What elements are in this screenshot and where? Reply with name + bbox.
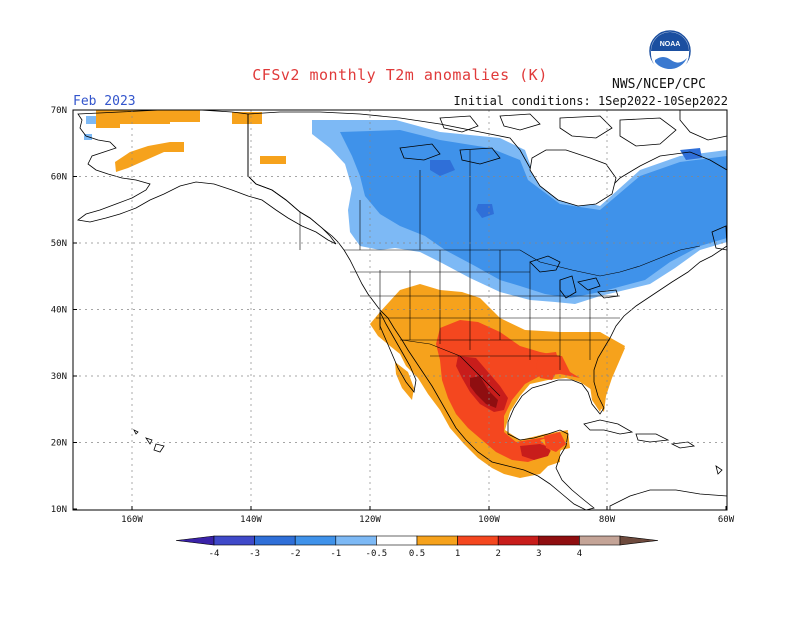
colorbar-swatch xyxy=(457,535,499,546)
lon-label: 80W xyxy=(599,515,616,525)
colorbar-tick-label: 4 xyxy=(577,549,582,559)
colorbar-arrow-low xyxy=(175,535,215,546)
lat-label: 40N xyxy=(51,306,67,316)
chart-title: CFSv2 monthly T2m anomalies (K) xyxy=(252,66,548,84)
southeast-warm xyxy=(560,332,625,412)
colorbar-tick-label: -2 xyxy=(290,549,301,559)
logo-text: NOAA xyxy=(660,41,681,48)
lon-label: 160W xyxy=(121,515,143,525)
colorbar-tick-label: -3 xyxy=(249,549,260,559)
colorbar-swatch xyxy=(416,535,458,546)
lon-label: 60W xyxy=(718,515,735,525)
central-america-warm xyxy=(544,432,566,452)
mexico-core-hot xyxy=(470,376,498,408)
colorbar-swatch xyxy=(579,535,621,546)
alaska-warm-north xyxy=(232,112,262,124)
colorbar-tick-label: -4 xyxy=(209,549,220,559)
lon-label: 140W xyxy=(240,515,262,525)
alaska-warm-west xyxy=(115,142,184,172)
agency-label: NWS/NCEP/CPC xyxy=(612,77,706,92)
noaa-logo: NOAA xyxy=(649,30,691,72)
colorbar-swatch xyxy=(294,535,337,546)
alaska-warm-north xyxy=(96,110,200,128)
lat-label: 50N xyxy=(51,239,67,249)
canada-cool-core xyxy=(680,148,702,160)
map-layer xyxy=(73,110,727,510)
longitude-labels: 160W 140W 120W 100W 80W 60W xyxy=(121,506,735,525)
canada-cool-core xyxy=(430,160,455,176)
colorbar-tick-label: 0.5 xyxy=(409,549,425,559)
colorbar-tick-label: -0.5 xyxy=(366,549,388,559)
lat-label: 30N xyxy=(51,372,67,382)
colorbar-swatch xyxy=(376,535,418,546)
lat-label: 60N xyxy=(51,173,67,183)
colorbar-swatch xyxy=(335,535,377,546)
colorbar-swatch xyxy=(538,535,580,546)
gulf-coast-warm xyxy=(536,352,560,380)
lat-label: 10N xyxy=(51,505,67,515)
colorbar-tick-label: -1 xyxy=(330,549,341,559)
colorbar-tick-label: 1 xyxy=(455,549,460,559)
colorbar: -4 -3 -2 -1 -0.5 0.5 1 2 3 4 xyxy=(175,535,659,559)
colorbar-swatch xyxy=(497,535,540,546)
lon-label: 100W xyxy=(478,515,500,525)
colorbar-swatch xyxy=(254,535,296,546)
colorbar-tick-label: 2 xyxy=(495,549,500,559)
lat-label: 70N xyxy=(51,106,67,116)
initial-conditions-label: Initial conditions: 1Sep2022-10Sep2022 xyxy=(453,94,728,108)
grid-lines xyxy=(73,110,727,510)
canada-cool-light xyxy=(86,116,96,124)
political-boundaries xyxy=(247,114,701,397)
coastlines xyxy=(77,110,727,510)
lon-label: 120W xyxy=(359,515,381,525)
texas-mexico-hot xyxy=(520,444,552,460)
anomaly-shading xyxy=(84,110,727,478)
latitude-labels: 70N 60N 50N 40N 30N 20N 10N xyxy=(51,106,77,515)
alaska-warm-west xyxy=(260,156,286,164)
lat-label: 20N xyxy=(51,439,67,449)
colorbar-arrow-high xyxy=(619,535,659,546)
canada-cool-core xyxy=(476,204,494,218)
colorbar-tick-label: 3 xyxy=(536,549,541,559)
valid-month-label: Feb 2023 xyxy=(73,94,136,109)
colorbar-swatch xyxy=(213,535,255,546)
